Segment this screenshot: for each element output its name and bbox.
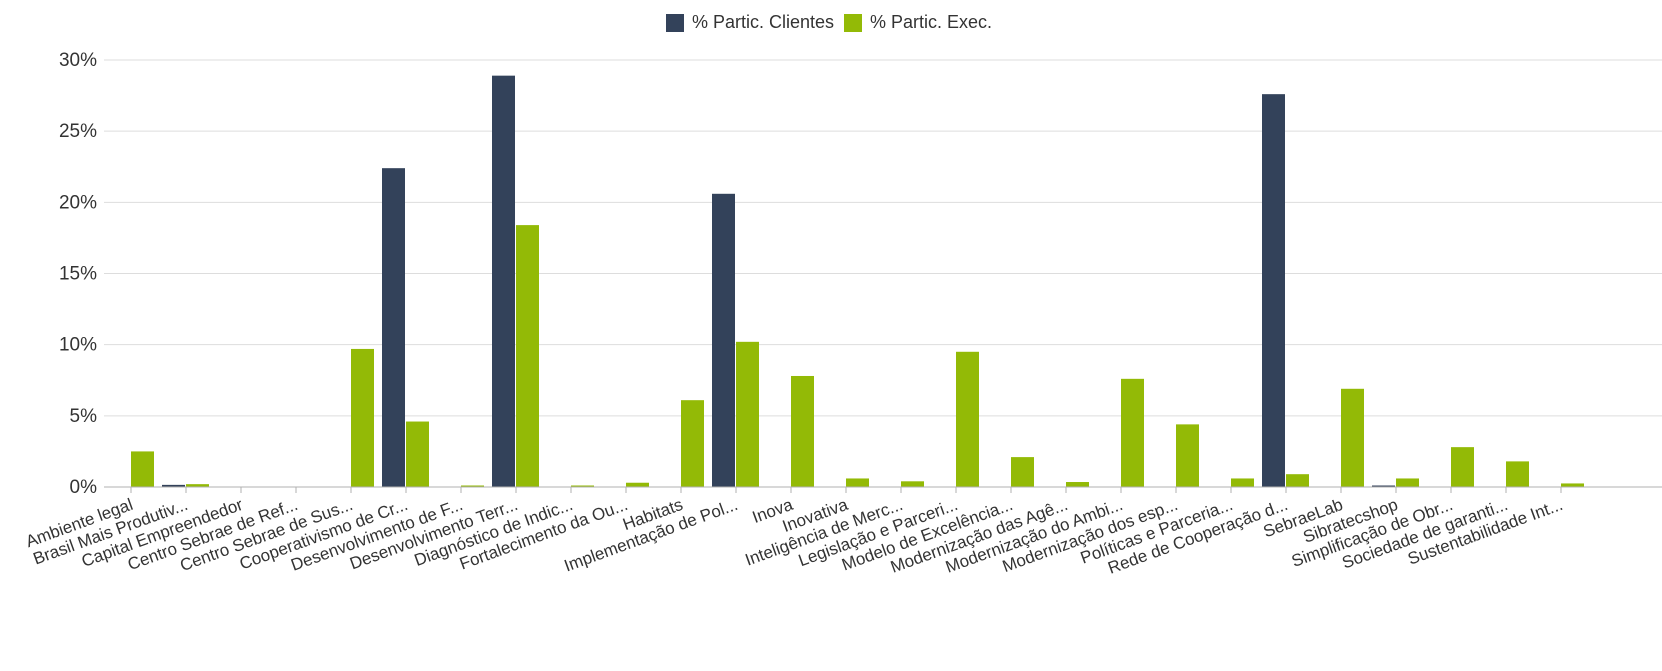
- legend-swatch-exec: [844, 13, 862, 32]
- bar-clientes[interactable]: [382, 168, 405, 487]
- legend-label-clientes: % Partic. Clientes: [691, 12, 834, 32]
- legend-item-exec[interactable]: % Partic. Exec.: [844, 12, 992, 33]
- legend-swatch-clientes: [665, 13, 684, 32]
- y-tick-label: 15%: [59, 264, 97, 285]
- bar-exec[interactable]: [791, 375, 814, 487]
- bars-layer: [131, 75, 1584, 488]
- y-tick-label: 10%: [59, 335, 97, 356]
- y-axis-ticks: 0% 5% 10% 15% 20% 25% 30%: [59, 50, 97, 498]
- y-tick-label: 20%: [59, 192, 97, 213]
- bar-exec[interactable]: [1011, 457, 1034, 487]
- bar-exec[interactable]: [736, 341, 759, 487]
- bar-exec[interactable]: [956, 351, 979, 487]
- bar-clientes[interactable]: [492, 75, 515, 487]
- bar-exec[interactable]: [571, 485, 594, 488]
- bar-exec[interactable]: [1451, 447, 1474, 487]
- bar-exec[interactable]: [1561, 483, 1584, 487]
- bar-exec[interactable]: [516, 225, 539, 487]
- bar-exec[interactable]: [131, 451, 154, 487]
- bar-exec[interactable]: [1506, 461, 1529, 487]
- bar-clientes[interactable]: [712, 193, 735, 487]
- bar-clientes[interactable]: [1372, 485, 1395, 488]
- y-tick-label: 5%: [70, 406, 98, 427]
- bar-exec[interactable]: [1341, 388, 1364, 487]
- y-tick-label: 0%: [70, 477, 98, 498]
- legend: % Partic. Clientes % Partic. Exec.: [0, 12, 1662, 33]
- bar-exec[interactable]: [1176, 424, 1199, 487]
- bar-clientes[interactable]: [162, 484, 185, 487]
- bar-exec[interactable]: [1286, 474, 1309, 487]
- bar-clientes[interactable]: [1262, 94, 1285, 487]
- bar-exec[interactable]: [461, 485, 484, 488]
- bar-exec[interactable]: [846, 478, 869, 487]
- bar-exec[interactable]: [681, 400, 704, 487]
- bar-exec[interactable]: [1231, 478, 1254, 487]
- bar-exec[interactable]: [186, 484, 209, 487]
- legend-item-clientes[interactable]: % Partic. Clientes: [665, 12, 834, 33]
- grid-layer: [104, 59, 1662, 488]
- bar-exec[interactable]: [351, 348, 374, 487]
- y-tick-label: 30%: [59, 50, 97, 71]
- bar-exec[interactable]: [1066, 482, 1089, 487]
- bar-exec[interactable]: [1121, 378, 1144, 487]
- bar-exec[interactable]: [901, 481, 924, 487]
- bar-exec[interactable]: [626, 482, 649, 487]
- bar-exec[interactable]: [406, 421, 429, 487]
- legend-label-exec: % Partic. Exec.: [870, 12, 993, 32]
- y-tick-label: 25%: [59, 121, 97, 142]
- bar-exec[interactable]: [1396, 478, 1419, 487]
